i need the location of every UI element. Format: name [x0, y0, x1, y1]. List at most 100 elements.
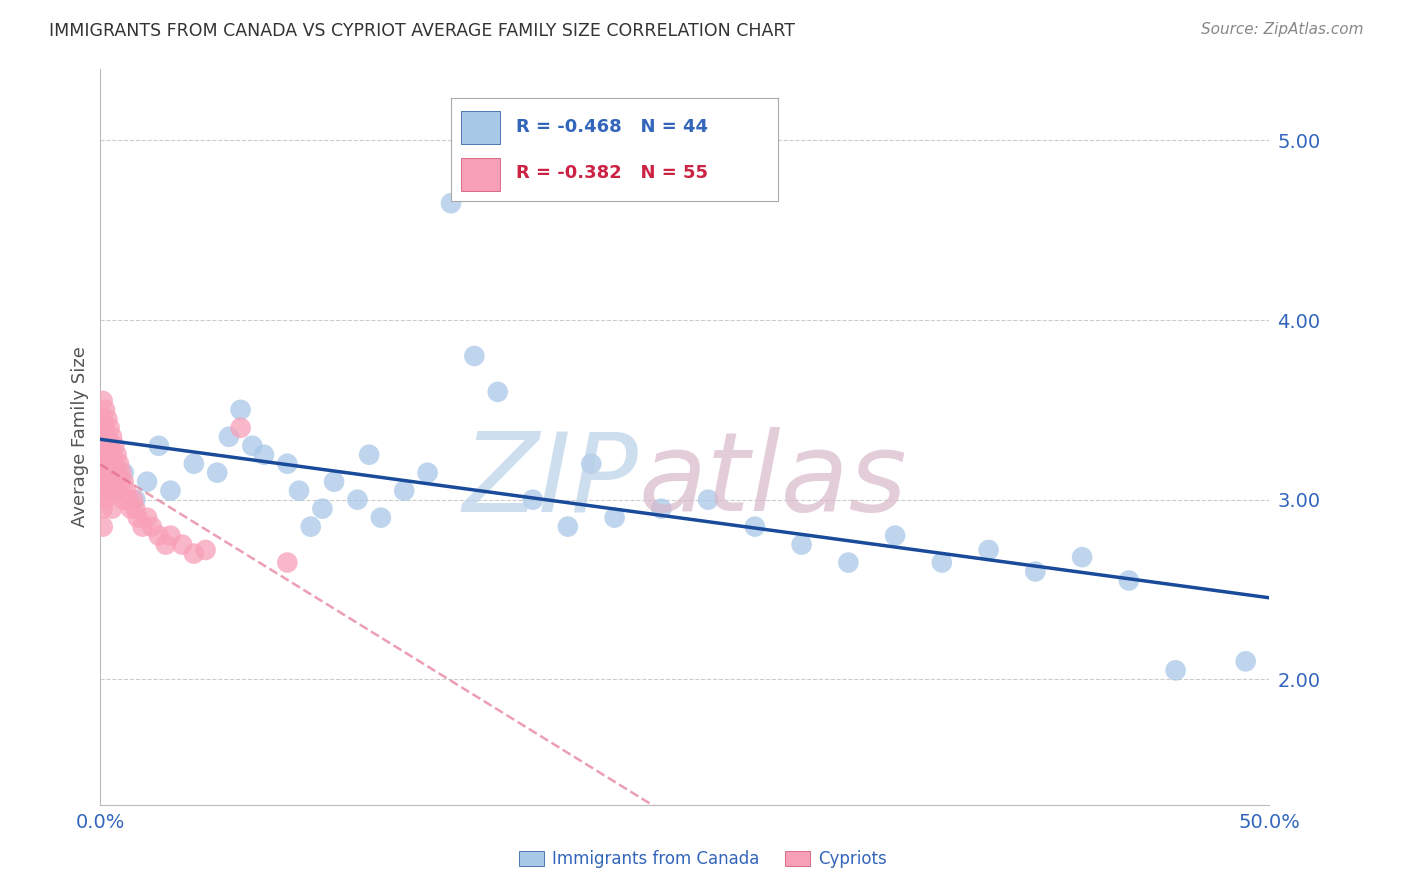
Point	[884, 528, 907, 542]
Point	[288, 483, 311, 498]
Point	[94, 492, 117, 507]
Point	[98, 421, 121, 435]
Point	[931, 556, 953, 570]
Point	[91, 393, 114, 408]
Point	[98, 457, 121, 471]
Point	[91, 430, 114, 444]
Point	[105, 466, 128, 480]
Point	[101, 466, 124, 480]
Text: ZIP: ZIP	[463, 427, 638, 534]
Point	[207, 466, 229, 480]
Point	[91, 466, 114, 480]
Point	[416, 466, 439, 480]
Point	[117, 492, 139, 507]
Point	[229, 421, 252, 435]
Point	[440, 196, 463, 211]
Point	[96, 483, 118, 498]
Point	[253, 448, 276, 462]
Text: Source: ZipAtlas.com: Source: ZipAtlas.com	[1201, 22, 1364, 37]
Point	[94, 457, 117, 471]
Point	[136, 510, 159, 524]
Point	[240, 439, 263, 453]
Point	[790, 538, 813, 552]
Point	[697, 492, 720, 507]
Point	[96, 448, 118, 462]
Point	[1071, 550, 1094, 565]
Point	[486, 384, 509, 399]
Point	[101, 448, 124, 462]
Point	[218, 430, 240, 444]
Point	[112, 492, 135, 507]
Point	[346, 492, 368, 507]
Point	[155, 538, 177, 552]
Point	[108, 457, 131, 471]
Point	[91, 519, 114, 533]
Point	[370, 510, 392, 524]
Point	[91, 412, 114, 426]
Point	[603, 510, 626, 524]
Point	[183, 547, 205, 561]
Point	[977, 543, 1000, 558]
Point	[557, 519, 579, 533]
Point	[136, 475, 159, 489]
Point	[1234, 654, 1257, 668]
Y-axis label: Average Family Size: Average Family Size	[72, 346, 89, 527]
Point	[96, 412, 118, 426]
Point	[105, 448, 128, 462]
Point	[91, 483, 114, 498]
Point	[159, 528, 181, 542]
Point	[94, 439, 117, 453]
Point	[183, 457, 205, 471]
Point	[103, 475, 125, 489]
Point	[141, 519, 163, 533]
Point	[103, 483, 125, 498]
Point	[276, 457, 298, 471]
Point	[98, 475, 121, 489]
Point	[120, 501, 142, 516]
Text: IMMIGRANTS FROM CANADA VS CYPRIOT AVERAGE FAMILY SIZE CORRELATION CHART: IMMIGRANTS FROM CANADA VS CYPRIOT AVERAG…	[49, 22, 796, 40]
Point	[837, 556, 859, 570]
Point	[1164, 663, 1187, 677]
Point	[131, 519, 153, 533]
Point	[103, 439, 125, 453]
Point	[522, 492, 544, 507]
Point	[98, 439, 121, 453]
Point	[94, 421, 117, 435]
Point	[124, 492, 146, 507]
Point	[101, 483, 124, 498]
Point	[159, 483, 181, 498]
Point	[148, 439, 170, 453]
Point	[394, 483, 416, 498]
Point	[115, 483, 138, 498]
Point	[650, 501, 672, 516]
Point	[124, 501, 146, 516]
Point	[112, 475, 135, 489]
Point	[91, 448, 114, 462]
Point	[463, 349, 485, 363]
Point	[112, 466, 135, 480]
Point	[96, 430, 118, 444]
Point	[98, 457, 121, 471]
Point	[103, 457, 125, 471]
Point	[194, 543, 217, 558]
Point	[744, 519, 766, 533]
Point	[359, 448, 381, 462]
Point	[108, 475, 131, 489]
Point	[101, 430, 124, 444]
Point	[94, 402, 117, 417]
Point	[94, 475, 117, 489]
Point	[1024, 565, 1046, 579]
Point	[110, 466, 132, 480]
Point	[323, 475, 346, 489]
Point	[122, 492, 145, 507]
Point	[127, 510, 149, 524]
Point	[581, 457, 603, 471]
Point	[101, 501, 124, 516]
Legend: Immigrants from Canada, Cypriots: Immigrants from Canada, Cypriots	[512, 844, 894, 875]
Point	[96, 466, 118, 480]
Point	[94, 475, 117, 489]
Point	[299, 519, 322, 533]
Point	[311, 501, 333, 516]
Point	[229, 402, 252, 417]
Point	[172, 538, 194, 552]
